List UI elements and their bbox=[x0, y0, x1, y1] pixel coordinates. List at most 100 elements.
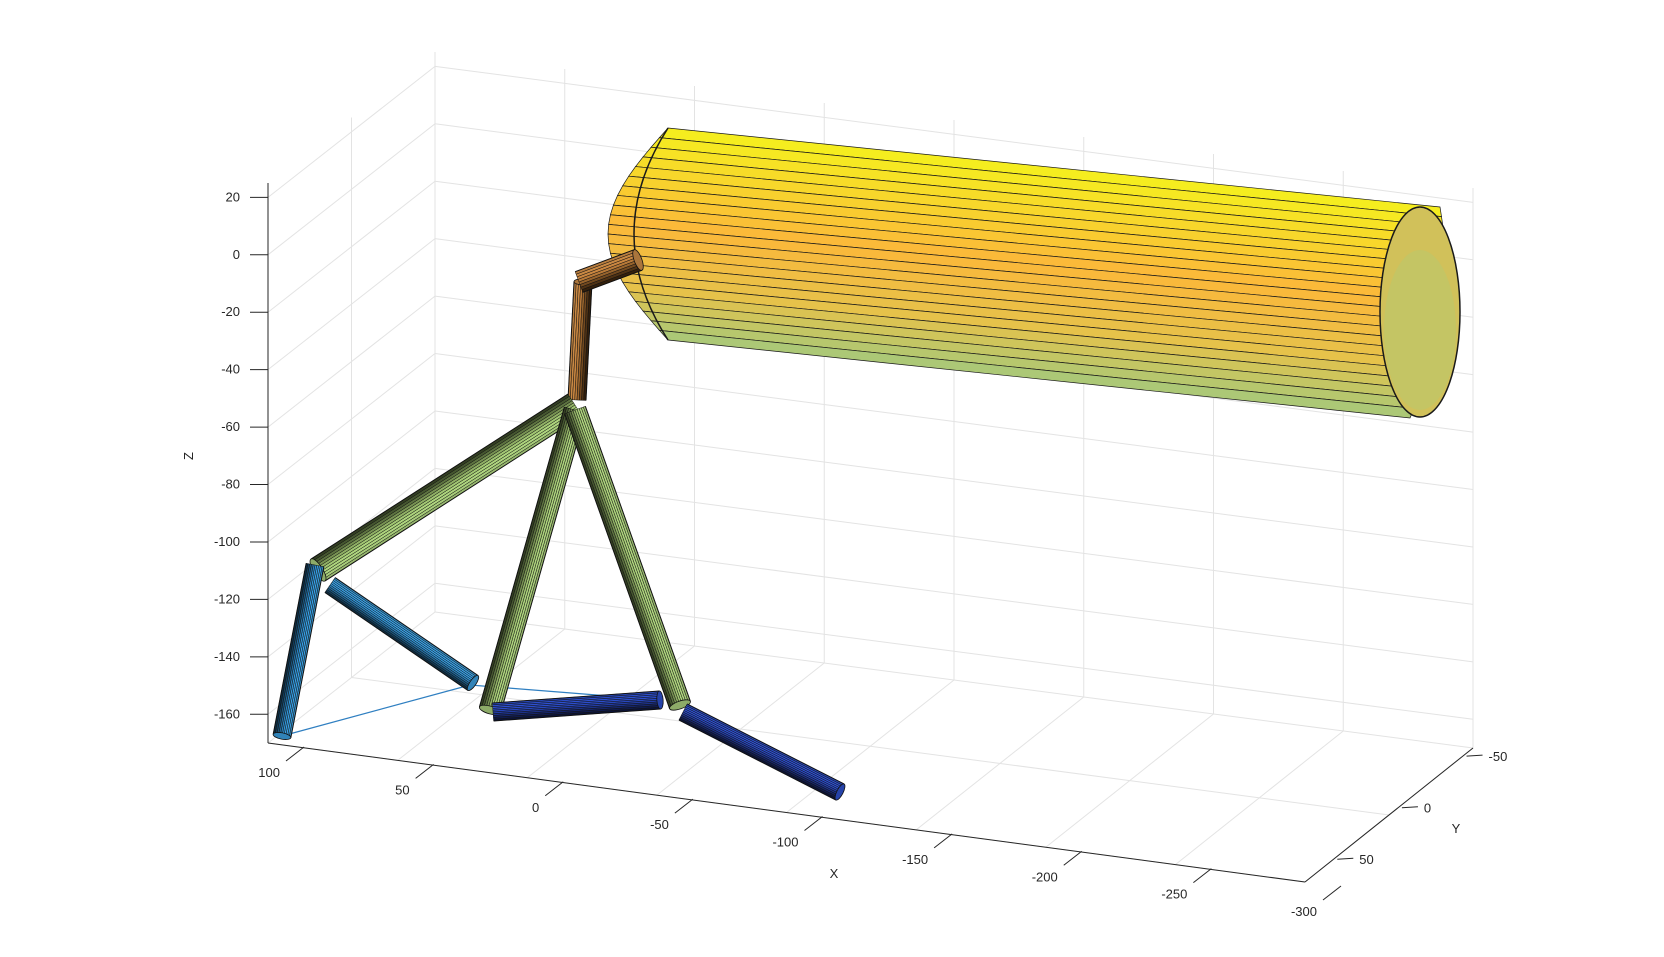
y-axis-label: Y bbox=[1452, 821, 1461, 836]
z-gridline-left bbox=[267, 410, 436, 543]
tube-facet bbox=[578, 407, 687, 704]
tube-facet bbox=[281, 564, 318, 737]
tube-cap bbox=[272, 732, 292, 740]
y-tick-label: 0 bbox=[1424, 801, 1431, 816]
tube-facet bbox=[572, 409, 681, 707]
cylinder-back-edge bbox=[633, 127, 669, 341]
y-tick-labels: -50 0 50 bbox=[1359, 749, 1507, 867]
z-gridline-back bbox=[434, 525, 1474, 663]
neck-vertical bbox=[567, 278, 593, 401]
z-tick-labels: 20 0 -20 -40 -60 -80 -100 -120 -140 -160 bbox=[214, 189, 240, 721]
x-axis-line bbox=[267, 742, 1306, 883]
z-gridline-left bbox=[267, 295, 436, 428]
y-tick-mark bbox=[1466, 754, 1483, 757]
tube-edge bbox=[678, 719, 837, 801]
tube-edge bbox=[686, 703, 845, 785]
tube-facet bbox=[679, 716, 838, 799]
x-tick-label: -250 bbox=[1161, 887, 1187, 902]
tube-facet bbox=[328, 584, 474, 685]
z-tick-label: -140 bbox=[214, 649, 240, 664]
tube-facet bbox=[333, 577, 479, 678]
y-tick-mark bbox=[1401, 806, 1418, 809]
z-tick-label: -120 bbox=[214, 591, 240, 606]
tube-cap bbox=[834, 783, 846, 801]
z-gridline-back bbox=[434, 65, 1474, 203]
z-gridline-back bbox=[434, 582, 1474, 720]
y-tick-mark bbox=[1337, 857, 1354, 860]
tube-facet bbox=[564, 412, 673, 710]
tube-facet bbox=[327, 586, 473, 687]
z-gridline-left bbox=[267, 65, 436, 198]
x-tick-mark bbox=[1063, 850, 1083, 866]
tube-facet bbox=[574, 408, 683, 706]
tube-edge bbox=[310, 393, 569, 560]
z-tick-label: -160 bbox=[214, 706, 240, 721]
payload-cylinder bbox=[607, 127, 1461, 419]
x-tick-mark bbox=[285, 746, 305, 762]
tube-edge bbox=[290, 566, 325, 738]
tube-facet bbox=[326, 587, 472, 688]
tube-edge bbox=[324, 592, 469, 691]
tube-edge bbox=[492, 690, 660, 704]
neck-bend bbox=[574, 249, 644, 293]
tube-facet bbox=[680, 714, 839, 798]
tube-facet bbox=[683, 708, 842, 791]
tube-edge bbox=[564, 413, 671, 709]
z-axis-label: Z bbox=[181, 452, 196, 460]
x-tick-mark bbox=[1193, 868, 1212, 884]
leg-1-upper bbox=[309, 393, 583, 582]
x-tick-label: -50 bbox=[650, 817, 669, 832]
tube-facet bbox=[330, 581, 476, 682]
tube-edge bbox=[272, 563, 307, 735]
z-gridline-left bbox=[267, 180, 436, 313]
tube-facet bbox=[325, 589, 471, 690]
x-tick-mark bbox=[1322, 885, 1342, 901]
x-tick-mark bbox=[544, 781, 564, 797]
x-tick-label: 0 bbox=[532, 800, 539, 815]
x-tick-label: 50 bbox=[395, 782, 409, 797]
z-gridline-back bbox=[434, 353, 1474, 491]
leg-1-lower-a bbox=[272, 563, 325, 740]
tube-cap bbox=[632, 249, 644, 271]
axes bbox=[250, 183, 1483, 901]
leg-2-upper bbox=[478, 406, 587, 716]
tube-facet bbox=[331, 580, 477, 681]
tube-edge bbox=[584, 406, 691, 702]
y-tick-label: -50 bbox=[1489, 749, 1508, 764]
tube-edge bbox=[582, 269, 643, 293]
z-tick-label: -20 bbox=[221, 304, 240, 319]
tube-facet bbox=[570, 410, 679, 707]
tube-facet bbox=[681, 713, 840, 796]
z-tick-label: -60 bbox=[221, 419, 240, 434]
x-tick-mark bbox=[415, 763, 434, 779]
x-tick-label: -200 bbox=[1032, 869, 1058, 884]
tube-edge bbox=[334, 577, 479, 676]
z-gridline-left bbox=[267, 123, 436, 256]
x-tick-mark bbox=[674, 798, 694, 814]
x-tick-mark bbox=[804, 816, 823, 831]
tube-edge bbox=[567, 281, 575, 400]
tube-facet bbox=[568, 411, 677, 708]
x-tick-labels: 100 50 0 -50 -100 -150 -200 -250 -300 bbox=[258, 765, 1317, 919]
y-tick-label: 50 bbox=[1359, 852, 1373, 867]
tube-facet bbox=[566, 411, 675, 709]
z-gridline-left bbox=[267, 353, 436, 485]
tube-edge bbox=[574, 249, 635, 273]
x-axis-label: X bbox=[830, 866, 839, 881]
tube-facet bbox=[685, 705, 844, 788]
z-tick-label: 20 bbox=[226, 189, 240, 204]
tube-facet bbox=[580, 406, 689, 704]
tube-cap bbox=[669, 699, 691, 711]
z-tick-label: -100 bbox=[214, 534, 240, 549]
z-gridline-back bbox=[434, 410, 1474, 548]
cylinder-cap-shade bbox=[1384, 250, 1456, 410]
x-tick-label: 100 bbox=[258, 765, 280, 780]
leg-3-foot bbox=[678, 703, 846, 801]
tube-facet bbox=[682, 710, 842, 793]
leg-2-foot bbox=[492, 690, 664, 722]
tube-facet bbox=[684, 706, 843, 790]
leg-3-upper bbox=[564, 405, 691, 711]
tube-edge bbox=[478, 406, 565, 708]
tube-facet bbox=[324, 590, 470, 691]
